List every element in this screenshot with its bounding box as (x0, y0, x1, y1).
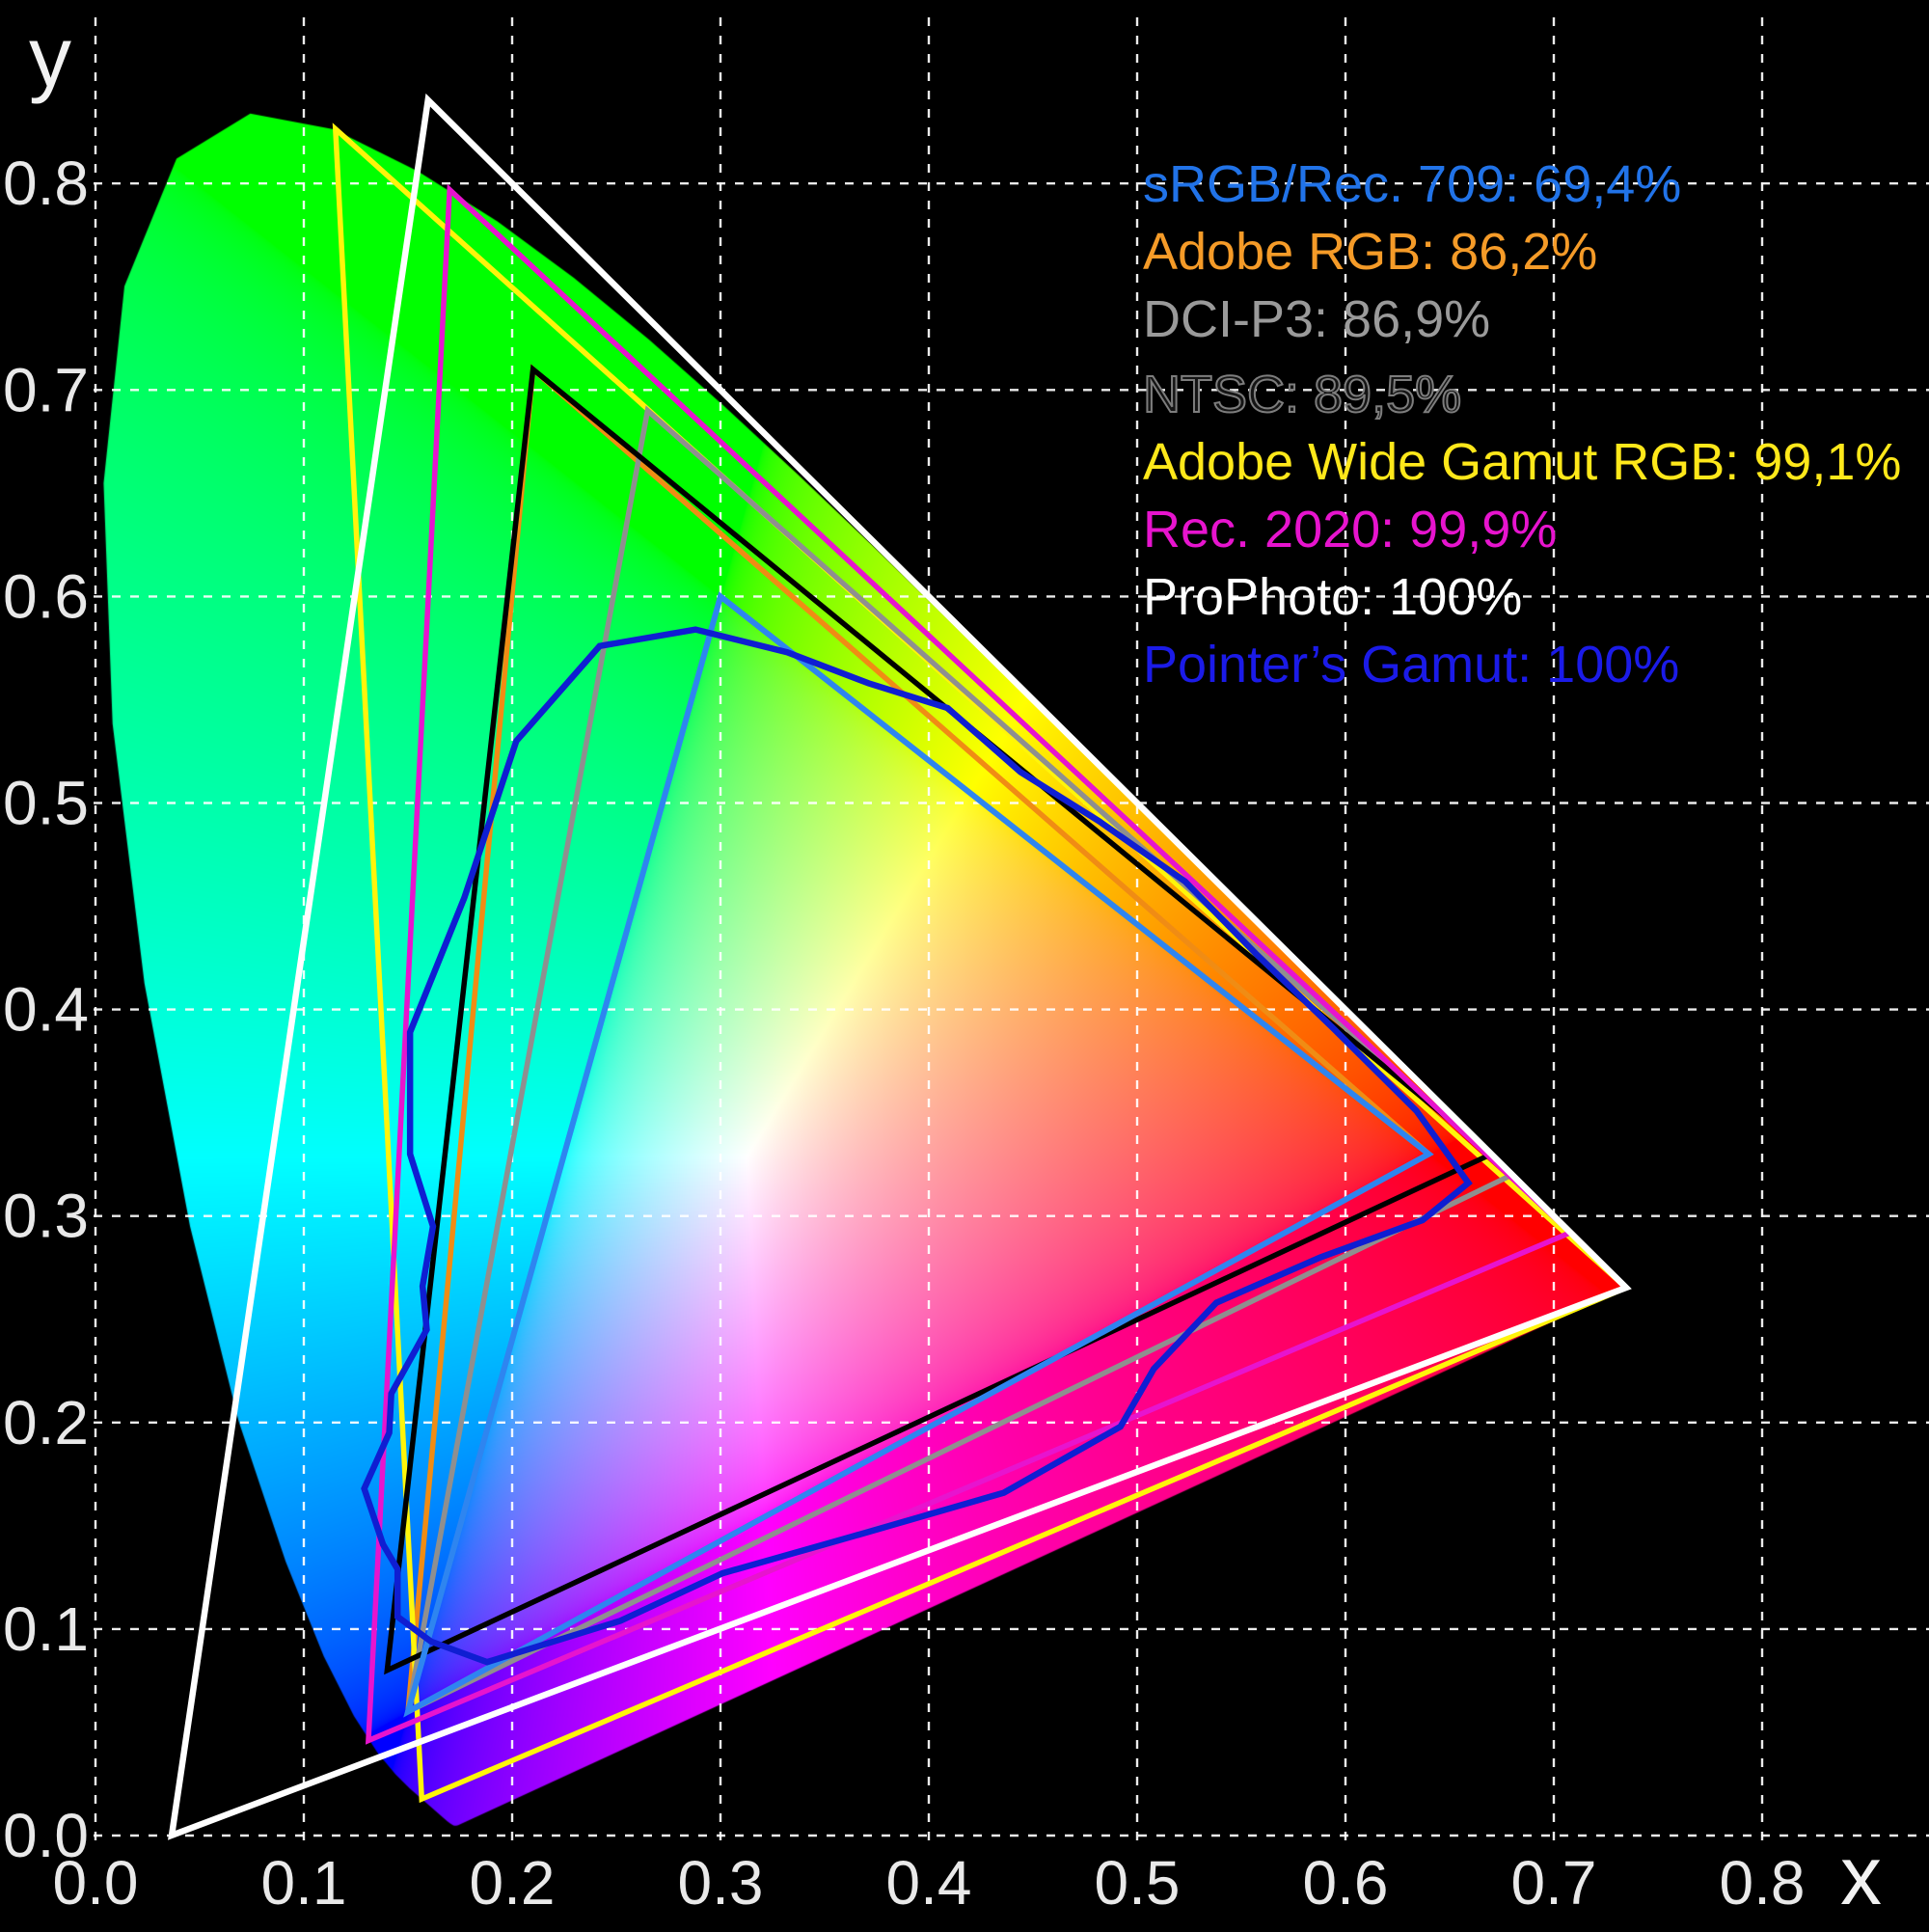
x-tick-label: 0.0 (53, 1848, 139, 1918)
y-tick-label: 0.8 (3, 149, 89, 218)
y-tick-label: 0.6 (3, 561, 89, 631)
pointer-gamut-outline (361, 626, 1473, 1666)
axis-tick-labels: 0.0 0.1 0.2 0.3 0.4 0.5 0.6 0.7 0.8 0.0 0.1 0.2 0.3 0… (3, 149, 1805, 1918)
legend-item-adobe-wide-gamut-rgb: Adobe Wide Gamut RGB: 99,1% (1143, 433, 1902, 491)
x-tick-label: 0.3 (678, 1848, 764, 1918)
x-tick-label: 0.1 (261, 1848, 347, 1918)
y-tick-label: 0.3 (3, 1182, 89, 1251)
gamut-outlines (168, 93, 1632, 1840)
y-tick-label: 0.7 (3, 355, 89, 424)
legend-item-rec-2020: Rec. 2020: 99,9% (1143, 501, 1558, 558)
gamut-triangle-prophoto (168, 93, 1632, 1840)
y-tick-label: 0.5 (3, 769, 89, 838)
legend-item-srgb-rec-709: sRGB/Rec. 709: 69,4% (1143, 155, 1682, 213)
y-tick-label: 0.1 (3, 1594, 89, 1664)
gamut-legend: sRGB/Rec. 709: 69,4% Adobe RGB: 86,2% DCI-… (1142, 150, 1902, 698)
legend-item-dci-p3: DCI-P3: 86,9% (1143, 290, 1491, 348)
x-tick-label: 0.2 (470, 1848, 556, 1918)
y-tick-label: 0.0 (3, 1801, 89, 1870)
gamut-triangle-dci-p3 (404, 405, 1517, 1717)
legend-item-ntsc: NTSC: 89,5% (1142, 365, 1462, 424)
y-tick-label: 0.4 (3, 975, 89, 1045)
x-tick-label: 0.5 (1095, 1848, 1181, 1918)
x-axis-label: x (1840, 1830, 1882, 1922)
legend-item-pointer-s-gamut: Pointer’s Gamut: 100% (1143, 636, 1680, 694)
y-tick-label: 0.2 (3, 1388, 89, 1457)
legend-item-prophoto: ProPhoto: 100% (1143, 568, 1523, 626)
gamut-triangle-srgb-rec-709 (403, 591, 1434, 1718)
x-tick-label: 0.8 (1720, 1848, 1806, 1918)
gamut-triangle-rec-2020 (365, 183, 1576, 1745)
y-axis-label: y (29, 9, 71, 104)
x-tick-label: 0.7 (1511, 1848, 1597, 1918)
x-tick-label: 0.4 (886, 1848, 972, 1918)
x-tick-label: 0.6 (1303, 1848, 1389, 1918)
legend-item-adobe-rgb: Adobe RGB: 86,2% (1143, 223, 1598, 281)
